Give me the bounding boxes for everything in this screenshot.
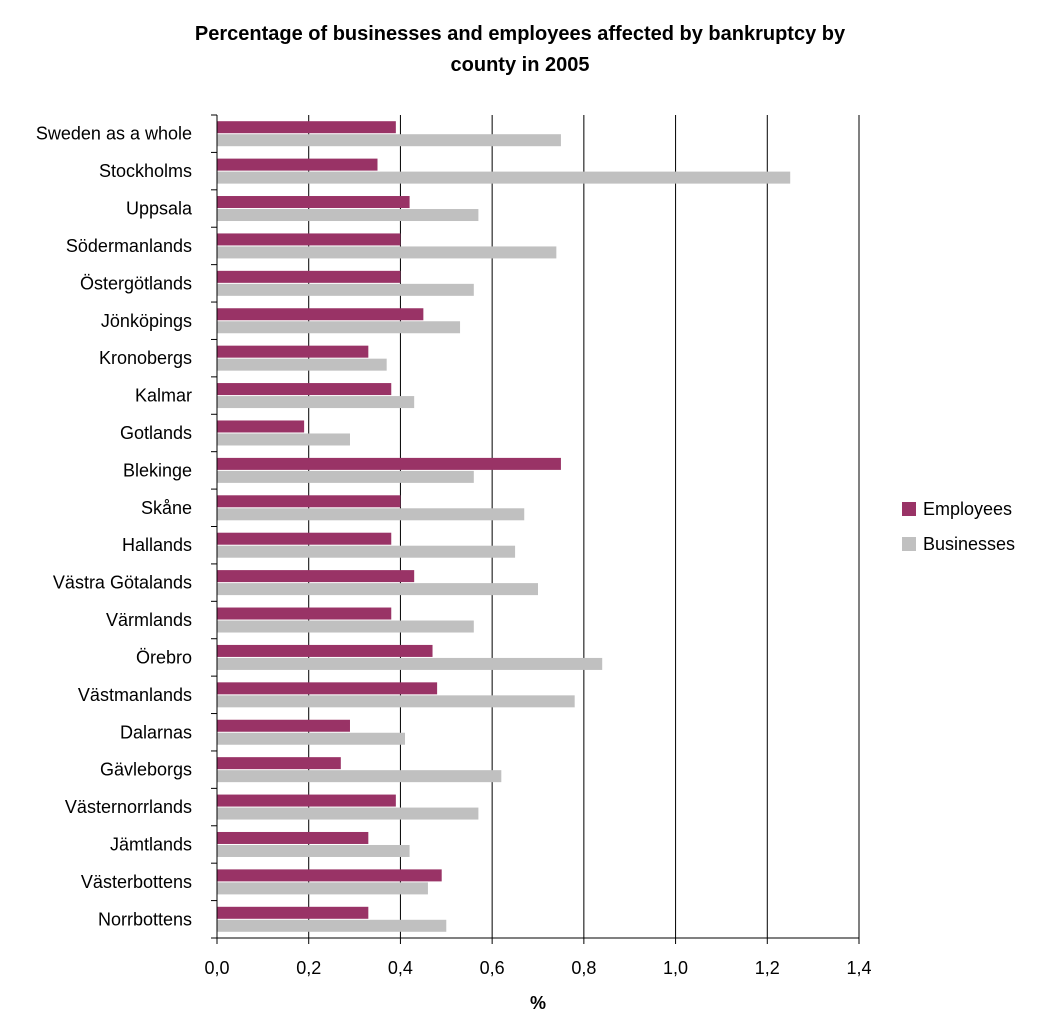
bar-employees	[217, 121, 396, 134]
bar-businesses	[217, 433, 350, 446]
legend-label-businesses: Businesses	[923, 534, 1015, 554]
bar-employees	[217, 794, 396, 807]
bar-employees	[217, 532, 392, 545]
legend-label-employees: Employees	[923, 499, 1012, 519]
category-label: Kalmar	[135, 386, 192, 406]
x-tick-label: 0,2	[296, 958, 321, 978]
category-label: Gotlands	[120, 423, 192, 443]
bar-businesses	[217, 134, 561, 147]
category-label: Dalarnas	[120, 722, 192, 742]
bar-employees	[217, 308, 424, 321]
bar-employees	[217, 495, 401, 508]
category-label: Stockholms	[99, 161, 192, 181]
category-label: Västernorrlands	[65, 797, 192, 817]
chart-title-line: Percentage of businesses and employees a…	[195, 23, 846, 45]
bar-employees	[217, 719, 350, 732]
x-tick-label: 0,0	[204, 958, 229, 978]
category-label: Västerbottens	[81, 872, 192, 892]
bar-businesses	[217, 807, 479, 820]
bar-businesses	[217, 732, 406, 745]
bar-businesses	[217, 396, 415, 409]
bars	[217, 121, 791, 932]
bar-businesses	[217, 620, 474, 633]
x-tick-label: 0,4	[388, 958, 413, 978]
bar-employees	[217, 233, 401, 246]
category-label: Jönköpings	[101, 311, 192, 331]
bar-employees	[217, 196, 410, 209]
x-tick-label: 1,0	[663, 958, 688, 978]
bar-employees	[217, 869, 442, 882]
bar-businesses	[217, 209, 479, 222]
bar-employees	[217, 270, 401, 283]
category-labels: Sweden as a whole Stockholms Uppsala Söderm…	[36, 124, 193, 930]
legend-swatch-employees	[902, 502, 916, 516]
bar-businesses	[217, 583, 538, 596]
axes	[211, 114, 860, 944]
category-label: Blekinge	[123, 460, 192, 480]
category-label: Kronobergs	[99, 348, 192, 368]
bar-businesses	[217, 358, 387, 371]
category-label: Uppsala	[126, 199, 193, 219]
category-label: Västmanlands	[78, 685, 192, 705]
x-tick-label: 0,8	[571, 958, 596, 978]
bar-businesses	[217, 171, 791, 184]
bar-employees	[217, 906, 369, 919]
x-tick-label: 0,6	[480, 958, 505, 978]
bar-businesses	[217, 919, 447, 932]
legend-swatch-businesses	[902, 537, 916, 551]
category-label: Sweden as a whole	[36, 124, 192, 144]
bar-businesses	[217, 695, 575, 708]
category-label: Norrbottens	[98, 909, 192, 929]
category-label: Värmlands	[106, 610, 192, 630]
bar-businesses	[217, 882, 428, 895]
bar-employees	[217, 383, 392, 396]
x-tick-label: 1,2	[755, 958, 780, 978]
bar-employees	[217, 757, 341, 770]
bar-employees	[217, 607, 392, 620]
bar-businesses	[217, 246, 557, 259]
bar-businesses	[217, 321, 461, 334]
bar-employees	[217, 644, 433, 657]
bar-employees	[217, 831, 369, 844]
bar-employees	[217, 158, 378, 171]
bar-employees	[217, 420, 305, 433]
category-label: Södermanlands	[66, 236, 192, 256]
bar-businesses	[217, 283, 474, 296]
x-axis-title-group: %	[530, 993, 546, 1013]
bar-businesses	[217, 508, 525, 521]
bar-businesses	[217, 657, 603, 670]
category-label: Gävleborgs	[100, 760, 192, 780]
bar-employees	[217, 570, 415, 583]
legend: Employees Businesses	[902, 499, 1015, 554]
x-tick-labels: 0,0 0,2 0,4 0,6 0,8 1,0 1,2 1,4	[204, 958, 871, 978]
category-label: Hallands	[122, 535, 192, 555]
category-label: Östergötlands	[80, 273, 192, 293]
bar-businesses	[217, 470, 474, 483]
category-label: Jämtlands	[110, 834, 192, 854]
bar-businesses	[217, 545, 516, 558]
x-axis-title: %	[530, 993, 546, 1013]
category-label: Örebro	[136, 647, 192, 667]
bar-employees	[217, 682, 438, 695]
bar-employees	[217, 457, 561, 470]
bar-businesses	[217, 844, 410, 857]
bar-employees	[217, 345, 369, 358]
chart-title-line: county in 2005	[451, 54, 590, 76]
category-label: Västra Götalands	[53, 573, 192, 593]
bar-businesses	[217, 770, 502, 783]
x-tick-label: 1,4	[846, 958, 871, 978]
chart-title: Percentage of businesses and employees a…	[195, 23, 846, 76]
category-label: Skåne	[141, 498, 192, 518]
